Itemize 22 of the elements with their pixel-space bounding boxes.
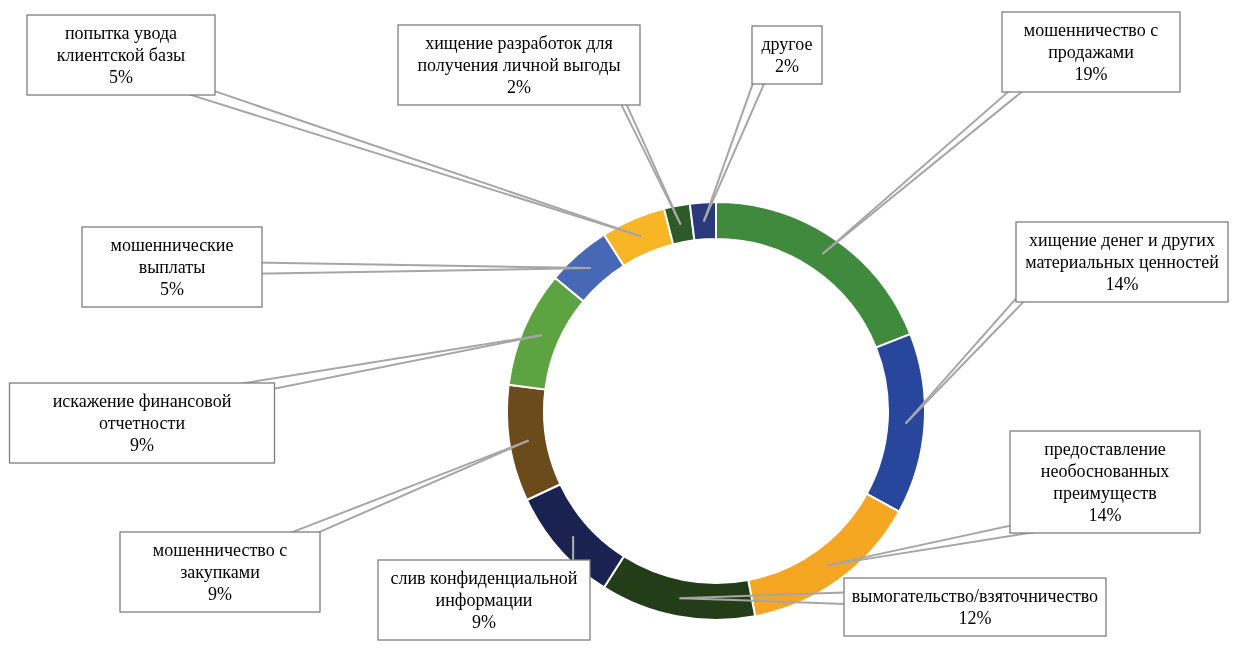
data-label: 5% — [160, 279, 184, 300]
slice-label: слив конфиденциальной информации — [390, 568, 578, 611]
slice-label: хищение денег и других материальных ценностей — [1025, 230, 1220, 273]
data-label: 2% — [507, 77, 531, 98]
slice-label: вымогательство/взяточничество — [851, 586, 1099, 607]
data-label: 2% — [775, 56, 799, 77]
data-label: 14% — [1105, 274, 1139, 295]
slice-label: мошеннические выплаты — [110, 235, 234, 278]
data-label: 9% — [472, 612, 496, 633]
slice-label: хищение разработок для получения личной выгоды — [417, 33, 621, 76]
data-label: 9% — [208, 584, 232, 605]
slice-label: мошенничество с продажами — [1023, 20, 1159, 63]
slice-label: мошенничество с закупками — [152, 540, 288, 583]
slice-label: другое — [761, 34, 813, 55]
data-label: 9% — [130, 435, 154, 456]
data-label: 12% — [958, 608, 992, 629]
data-label: 5% — [109, 67, 133, 88]
slice-label: искажение финансовой отчетности — [52, 391, 232, 434]
slice-label: предоставление необоснованных преимуществ — [1040, 439, 1170, 504]
slice-label: попытка увода клиентской базы — [56, 23, 186, 66]
data-label: 19% — [1074, 64, 1108, 85]
data-label: 14% — [1088, 505, 1122, 526]
